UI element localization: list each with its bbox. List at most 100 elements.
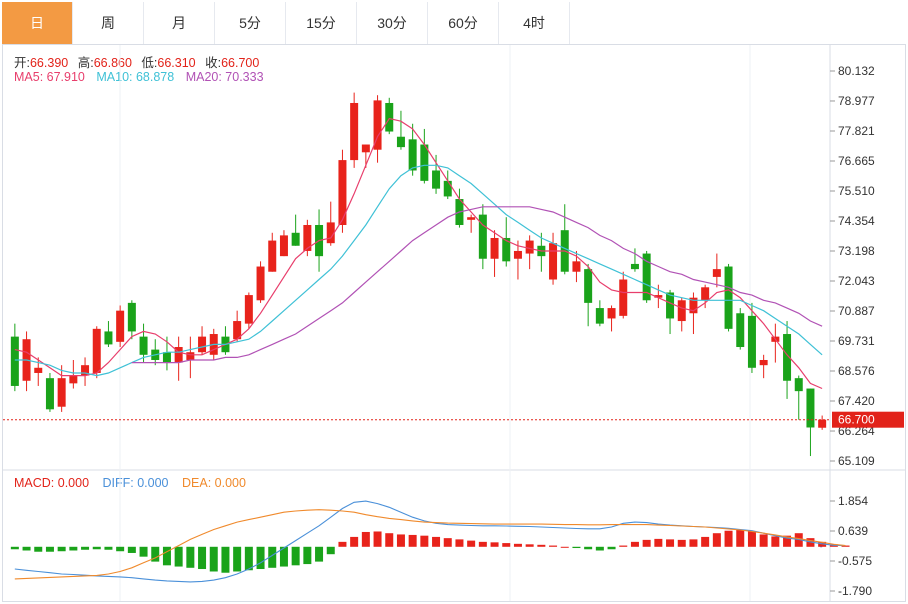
candle-body bbox=[34, 367, 43, 373]
macd-bar bbox=[221, 546, 230, 573]
candle-body bbox=[572, 261, 581, 272]
tab-1[interactable]: 周 bbox=[73, 2, 144, 44]
macd-bar bbox=[209, 546, 218, 572]
tab-5[interactable]: 30分 bbox=[357, 2, 428, 44]
macd-bar bbox=[45, 546, 54, 552]
y-tick-label: 68.576 bbox=[838, 364, 875, 378]
tab-2[interactable]: 月 bbox=[144, 2, 215, 44]
macd-bar bbox=[373, 531, 382, 547]
candle-body bbox=[361, 144, 370, 153]
candle-body bbox=[45, 378, 54, 410]
macd-bar bbox=[186, 546, 195, 568]
candle-body bbox=[326, 222, 335, 244]
candle-body bbox=[174, 347, 183, 363]
candle-body bbox=[630, 263, 639, 270]
macd-bar bbox=[736, 529, 745, 547]
candle-body bbox=[373, 100, 382, 150]
macd-bar bbox=[666, 539, 675, 547]
macd-bar bbox=[81, 546, 90, 550]
macd-bar bbox=[233, 546, 242, 572]
tab-3[interactable]: 5分 bbox=[215, 2, 286, 44]
candle-body bbox=[783, 334, 792, 381]
y-tick-label: 78.977 bbox=[838, 94, 875, 108]
macd-bar bbox=[350, 536, 359, 547]
macd-bar bbox=[560, 546, 569, 548]
close-label: 收: bbox=[205, 56, 222, 70]
macd-bar bbox=[584, 546, 593, 550]
macd-bar bbox=[513, 543, 522, 547]
candle-body bbox=[619, 279, 628, 316]
tab-6[interactable]: 60分 bbox=[428, 2, 499, 44]
macd-bar bbox=[572, 546, 581, 549]
y-tick-label: 77.821 bbox=[838, 124, 875, 138]
macd-bar bbox=[630, 541, 639, 547]
ma-legend: MA5: 67.910 MA10: 68.878 MA20: 70.333 bbox=[14, 70, 264, 84]
candle-body bbox=[291, 232, 300, 246]
candle-body bbox=[736, 313, 745, 348]
candle-body bbox=[162, 352, 171, 363]
open-label: 开: bbox=[14, 56, 30, 70]
macd-bar bbox=[408, 534, 417, 547]
candle-body bbox=[350, 102, 359, 161]
macd-bar bbox=[502, 543, 511, 547]
candle-body bbox=[759, 359, 768, 366]
tab-7[interactable]: 4时 bbox=[499, 2, 570, 44]
candle-body bbox=[10, 336, 19, 386]
candle-body bbox=[818, 419, 827, 428]
macd-bar bbox=[677, 539, 686, 547]
tab-4[interactable]: 15分 bbox=[286, 2, 357, 44]
candle-body bbox=[116, 310, 125, 342]
macd-bar bbox=[525, 544, 534, 547]
candle-body bbox=[139, 336, 148, 355]
ma20-legend: MA20: 70.333 bbox=[185, 70, 264, 84]
dea-value: DEA: 0.000 bbox=[182, 476, 246, 490]
macd-bar bbox=[127, 546, 136, 553]
high-label: 高: bbox=[77, 56, 94, 70]
diff-line bbox=[14, 500, 846, 583]
macd-bar bbox=[712, 533, 721, 547]
macd-bar bbox=[654, 538, 663, 547]
y-tick-label: 73.198 bbox=[838, 244, 875, 258]
ohlc-legend: 开:66.390 高:66.860 低:66.310 收:66.700 bbox=[14, 52, 265, 71]
macd-bar bbox=[338, 541, 347, 547]
macd-bar bbox=[198, 546, 207, 570]
candle-body bbox=[92, 328, 101, 373]
macd-tick-label: -0.575 bbox=[838, 554, 872, 568]
macd-bar bbox=[162, 546, 171, 566]
candle-body bbox=[654, 295, 663, 298]
low-label: 低: bbox=[141, 56, 158, 70]
macd-bar bbox=[595, 546, 604, 551]
candle-body bbox=[642, 253, 651, 301]
candle-body bbox=[724, 266, 733, 329]
ma20-line bbox=[131, 206, 823, 364]
candle-body bbox=[443, 180, 452, 197]
candle-body bbox=[701, 287, 710, 301]
candle-body bbox=[549, 243, 558, 280]
high-value: 66.860 bbox=[93, 56, 132, 70]
candle-body bbox=[338, 160, 347, 225]
macd-bar bbox=[420, 535, 429, 547]
ma10-line bbox=[14, 164, 823, 377]
candle-body bbox=[712, 269, 721, 277]
candle-body bbox=[584, 269, 593, 303]
y-tick-label: 67.420 bbox=[838, 394, 875, 408]
candle-body bbox=[127, 302, 136, 332]
candle-body bbox=[198, 336, 207, 353]
macd-bar bbox=[34, 546, 43, 552]
candle-body bbox=[256, 266, 265, 301]
macd-legend: MACD: 0.000 DIFF: 0.000 DEA: 0.000 bbox=[14, 476, 246, 490]
macd-bar bbox=[291, 546, 300, 566]
macd-bar bbox=[361, 531, 370, 547]
macd-bar bbox=[841, 545, 850, 547]
macd-bar bbox=[432, 536, 441, 547]
macd-bar bbox=[69, 546, 78, 551]
candle-body bbox=[525, 240, 534, 254]
candle-body bbox=[420, 144, 429, 181]
candle-body bbox=[69, 375, 78, 384]
macd-tick-label: 0.639 bbox=[838, 524, 868, 538]
macd-bar bbox=[537, 544, 546, 547]
macd-bar bbox=[783, 535, 792, 547]
macd-bar bbox=[747, 531, 756, 547]
tab-0[interactable]: 日 bbox=[2, 2, 73, 44]
